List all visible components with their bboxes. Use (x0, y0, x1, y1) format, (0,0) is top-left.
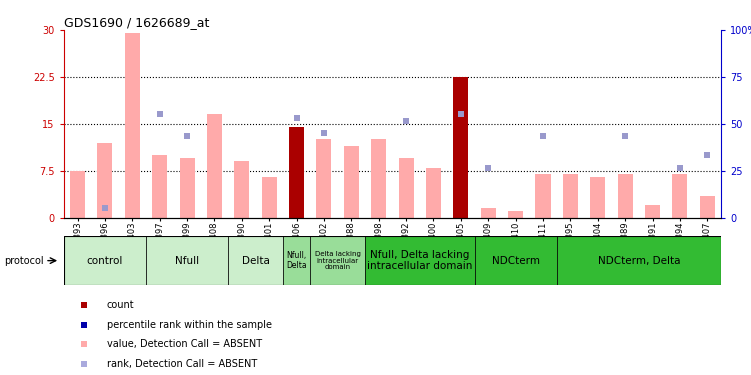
Bar (365, 236, 475, 285)
Bar (207, 114, 222, 218)
Bar (70, 171, 85, 217)
Bar (179, 158, 195, 218)
Bar (454, 77, 469, 218)
Bar (146, 236, 228, 285)
Text: NDCterm, Delta: NDCterm, Delta (598, 256, 680, 266)
Bar (700, 196, 715, 217)
Bar (535, 174, 550, 217)
Bar (481, 208, 496, 218)
Text: protocol: protocol (4, 256, 44, 266)
Text: value, Detection Call = ABSENT: value, Detection Call = ABSENT (107, 339, 261, 350)
Bar (125, 33, 140, 218)
Bar (556, 236, 721, 285)
Text: GDS1690 / 1626689_at: GDS1690 / 1626689_at (64, 16, 210, 29)
Bar (508, 211, 523, 217)
Text: percentile rank within the sample: percentile rank within the sample (107, 320, 272, 330)
Bar (645, 205, 660, 218)
Bar (261, 177, 276, 218)
Text: Nfull,
Delta: Nfull, Delta (286, 251, 307, 270)
Text: Nfull, Delta lacking
intracellular domain: Nfull, Delta lacking intracellular domai… (367, 250, 472, 271)
Bar (310, 236, 365, 285)
Text: control: control (86, 256, 123, 266)
Bar (371, 140, 386, 218)
Bar (617, 174, 632, 217)
Bar (475, 236, 556, 285)
Bar (399, 158, 414, 218)
Text: NDCterm: NDCterm (492, 256, 540, 266)
Bar (316, 140, 331, 218)
Text: Nfull: Nfull (175, 256, 199, 266)
Text: count: count (107, 300, 134, 310)
Bar (590, 177, 605, 218)
Bar (562, 174, 578, 217)
Bar (344, 146, 359, 218)
Bar (98, 142, 113, 218)
Bar (426, 168, 441, 217)
Bar (672, 174, 687, 217)
Text: rank, Detection Call = ABSENT: rank, Detection Call = ABSENT (107, 359, 257, 369)
Text: Delta: Delta (242, 256, 270, 266)
Bar (152, 155, 167, 218)
Bar (234, 161, 249, 218)
Bar (283, 236, 310, 285)
Bar (289, 127, 304, 218)
Text: Delta lacking
intracellular
domain: Delta lacking intracellular domain (315, 251, 360, 270)
Bar (228, 236, 283, 285)
Bar (64, 236, 146, 285)
